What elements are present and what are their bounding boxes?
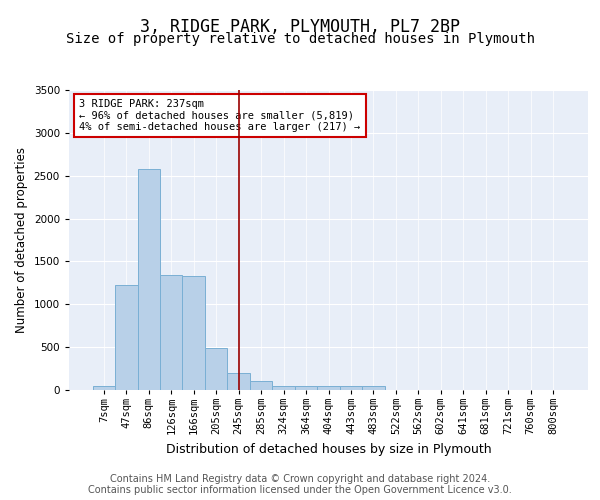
X-axis label: Distribution of detached houses by size in Plymouth: Distribution of detached houses by size …	[166, 443, 491, 456]
Y-axis label: Number of detached properties: Number of detached properties	[15, 147, 28, 333]
Bar	[250, 381, 272, 390]
Bar	[340, 386, 362, 390]
Bar	[137, 169, 160, 390]
Bar	[182, 276, 205, 390]
Text: 3 RIDGE PARK: 237sqm
← 96% of detached houses are smaller (5,819)
4% of semi-det: 3 RIDGE PARK: 237sqm ← 96% of detached h…	[79, 99, 361, 132]
Bar	[115, 284, 137, 390]
Bar	[295, 386, 317, 390]
Text: Contains HM Land Registry data © Crown copyright and database right 2024.: Contains HM Land Registry data © Crown c…	[110, 474, 490, 484]
Bar	[317, 386, 340, 390]
Text: Contains public sector information licensed under the Open Government Licence v3: Contains public sector information licen…	[88, 485, 512, 495]
Bar	[92, 386, 115, 390]
Bar	[227, 374, 250, 390]
Bar	[160, 275, 182, 390]
Bar	[205, 348, 227, 390]
Text: 3, RIDGE PARK, PLYMOUTH, PL7 2BP: 3, RIDGE PARK, PLYMOUTH, PL7 2BP	[140, 18, 460, 36]
Text: Size of property relative to detached houses in Plymouth: Size of property relative to detached ho…	[65, 32, 535, 46]
Bar	[272, 386, 295, 390]
Bar	[362, 386, 385, 390]
